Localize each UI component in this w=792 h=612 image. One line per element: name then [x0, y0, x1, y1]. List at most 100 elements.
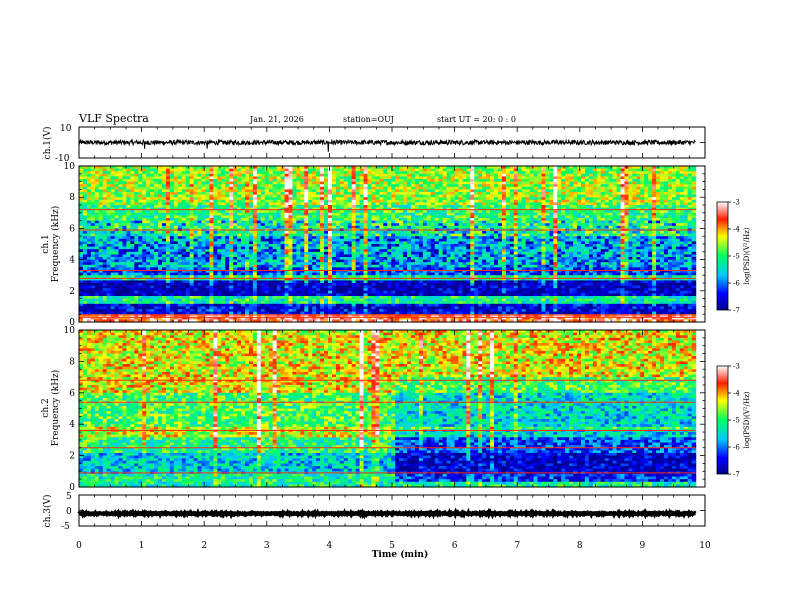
spectrogram-cell	[86, 173, 92, 177]
spectrogram-cell	[142, 314, 147, 318]
spectrogram-cell	[130, 223, 135, 227]
spectrogram-cell	[197, 210, 203, 214]
spectrogram-cell	[189, 303, 195, 307]
spectrogram-cell	[146, 244, 151, 248]
spectrogram-cell	[165, 270, 171, 274]
spectrogram-cell	[138, 251, 143, 255]
spectrogram-cell	[181, 179, 187, 183]
spectrogram-cell	[165, 314, 171, 318]
spectrogram-cell	[193, 238, 199, 242]
spectrogram-cell	[146, 311, 151, 315]
spectrogram-cell	[82, 210, 88, 214]
spectrogram-cell	[90, 259, 96, 263]
spectrogram-cell	[114, 306, 120, 310]
spectrogram-cell	[173, 288, 179, 292]
spectrogram-cell	[169, 244, 175, 248]
spectrogram-cell	[177, 238, 183, 242]
spectrogram-cell	[201, 301, 207, 305]
spectrogram-cell	[90, 262, 96, 266]
spectrogram-cell	[98, 249, 104, 253]
spectrogram-cell	[102, 231, 108, 235]
spectrogram-cell	[142, 262, 147, 266]
spectrogram-cell	[197, 283, 203, 287]
spectrogram-cell	[94, 184, 100, 188]
spectrogram-cell	[102, 241, 108, 245]
spectrogram-cell	[130, 202, 135, 206]
spectrogram-cell	[173, 264, 179, 268]
spectrogram-cell	[169, 176, 175, 180]
spectrogram-cell	[158, 285, 163, 289]
spectrogram-cell	[126, 319, 131, 323]
spectrogram-cell	[126, 283, 131, 287]
spectrogram-cell	[205, 277, 211, 281]
spectrogram-cell	[169, 212, 175, 216]
spectrogram-cell	[94, 173, 100, 177]
spectrogram-cell	[173, 306, 179, 310]
spectrogram-cell	[94, 311, 100, 315]
spectrogram-cell	[185, 285, 191, 289]
spectrogram-cell	[205, 233, 211, 237]
spectrogram-cell	[177, 309, 183, 313]
spectrogram-cell	[106, 186, 112, 190]
spectrogram-cell	[79, 218, 84, 222]
spectrogram-cell	[126, 202, 131, 206]
spectrogram-cell	[122, 257, 128, 261]
spectrogram-cell	[154, 293, 159, 297]
spectrogram-cell	[181, 246, 187, 250]
spectrogram-cell	[102, 166, 108, 170]
spectrogram-cell	[150, 246, 155, 250]
spectrogram-cell	[205, 194, 211, 198]
spectrogram-cell	[181, 168, 187, 172]
spectrogram-cell	[169, 186, 175, 190]
spectrogram-cell	[98, 275, 104, 279]
spectrogram-cell	[169, 197, 175, 201]
spectrogram-cell	[189, 186, 195, 190]
spectrogram-cell	[158, 257, 163, 261]
spectrogram-cell	[94, 270, 100, 274]
spectrogram-cell	[79, 233, 84, 237]
spectrogram-cell	[181, 184, 187, 188]
spectrogram-cell	[146, 303, 151, 307]
spectrogram-cell	[162, 283, 167, 287]
spectrogram-cell	[82, 254, 88, 258]
spectrogram-cell	[213, 184, 218, 188]
spectrogram-cell	[118, 262, 124, 266]
spectrogram-cell	[130, 220, 135, 224]
spectrogram-cell	[134, 251, 139, 255]
spectrogram-cell	[102, 254, 108, 258]
spectrogram-cell	[114, 179, 120, 183]
spectrogram-cell	[98, 199, 104, 203]
spectrogram-cell	[130, 246, 135, 250]
spectrogram-cell	[158, 202, 163, 206]
spectrogram-cell	[177, 218, 183, 222]
spectrogram-cell	[213, 173, 218, 177]
spectrogram-cell	[189, 168, 195, 172]
spectrogram-cell	[98, 218, 104, 222]
spectrogram-cell	[138, 303, 143, 307]
spectrogram-cell	[181, 285, 187, 289]
spectrogram-cell	[86, 166, 92, 170]
spectrogram-cell	[213, 197, 218, 201]
spectrogram-cell	[98, 225, 104, 229]
spectrogram-cell	[122, 202, 128, 206]
spectrogram-cell	[146, 215, 151, 219]
spectrogram-cell	[82, 262, 88, 266]
spectrogram-cell	[90, 176, 96, 180]
spectrogram-cell	[189, 270, 195, 274]
spectrogram-cell	[94, 236, 100, 240]
spectrogram-cell	[158, 241, 163, 245]
spectrogram-cell	[177, 267, 183, 271]
spectrogram-cell	[118, 285, 124, 289]
spectrogram-cell	[86, 218, 92, 222]
spectrogram-cell	[193, 277, 199, 281]
spectrogram-cell	[79, 179, 84, 183]
spectrogram-cell	[197, 202, 203, 206]
spectrogram-cell	[197, 194, 203, 198]
spectrogram-cell	[189, 267, 195, 271]
spectrogram-cell	[82, 168, 88, 172]
spectrogram-cell	[162, 270, 167, 274]
spectrogram-cell	[154, 241, 159, 245]
spectrogram-cell	[90, 283, 96, 287]
spectrogram-cell	[79, 173, 84, 177]
spectrogram-cell	[130, 184, 135, 188]
